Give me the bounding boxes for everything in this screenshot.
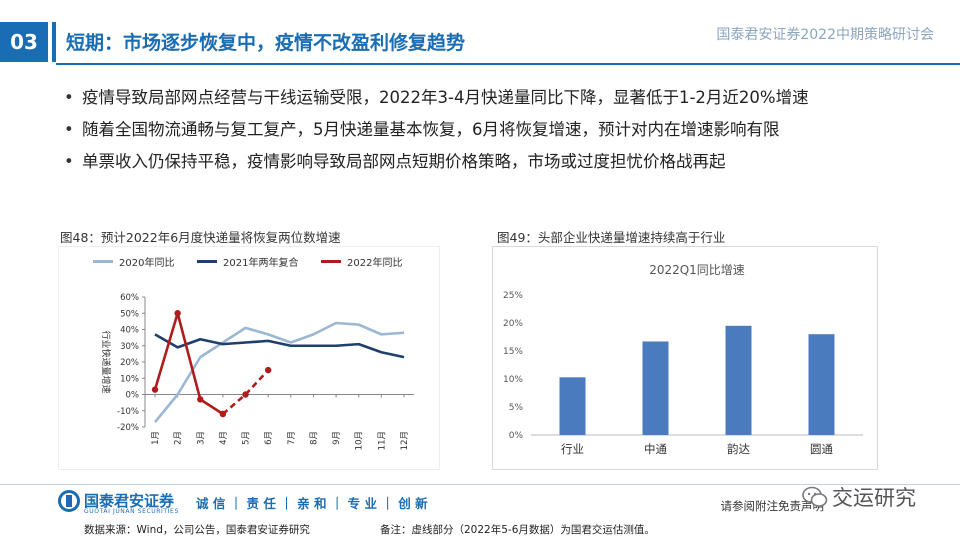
y-tick-label: 15% — [503, 347, 523, 357]
y-tick-label: 20% — [503, 319, 523, 329]
company-logo-icon — [58, 490, 80, 512]
series-line-1 — [154, 333, 405, 359]
footer-divider — [0, 484, 960, 485]
bullet-item: 疫情导致局部网点经营与干线运输受限，2022年3-4月快递量同比下降，显著低于1… — [60, 82, 930, 114]
series-point-3 — [264, 366, 272, 374]
x-tick-label: 中通 — [644, 442, 667, 456]
x-tick-label: 6月 — [264, 431, 274, 445]
data-source: 数据来源：Wind，公司公告，国泰君安证券研究 — [84, 524, 310, 536]
y-tick-label: -10% — [117, 407, 139, 417]
x-tick-label: 8月 — [309, 431, 319, 445]
bullet-list: 疫情导致局部网点经营与干线运输受限，2022年3-4月快递量同比下降，显著低于1… — [60, 82, 930, 178]
series-line-3 — [222, 369, 270, 415]
bar-chart-title: 2022Q1同比增速 — [649, 263, 745, 277]
x-tick-label: 行业 — [561, 442, 584, 456]
x-tick-label: 5月 — [242, 431, 252, 445]
section-number: 03 — [0, 22, 48, 62]
x-tick-label: 7月 — [287, 431, 297, 445]
x-tick-label: 4月 — [219, 431, 229, 445]
legend-label-2022: 2022年同比 — [347, 258, 403, 269]
y-tick-label: 25% — [503, 291, 523, 301]
right-figure-caption: 图49：头部企业快递量增速持续高于行业 — [497, 230, 726, 245]
y-tick-label: 0% — [126, 391, 140, 401]
y-tick-label: 50% — [120, 309, 139, 319]
bullet-item: 随着全国物流通畅与复工复产，5月快递量基本恢复，6月将恢复增速，预计对内在增速影… — [60, 114, 930, 146]
legend-swatch-2022 — [321, 260, 341, 263]
y-tick-label: 10% — [120, 374, 139, 384]
x-tick-label: 1月 — [151, 431, 161, 445]
bar-chart-panel: 2022Q1同比增速 25% 20% 15% 10% 5% 0% 行业 中通 韵达 圆通 — [492, 246, 878, 470]
left-figure-caption: 图48：预计2022年6月度快递量将恢复两位数增速 — [60, 230, 341, 245]
x-tick-label: 韵达 — [727, 442, 750, 456]
bar — [725, 325, 752, 435]
bar — [808, 334, 835, 435]
line-chart: 60% 50% 40% 30% 20% 10% 0% -10% -20% 1月 2月 3月 4月 5月 6月… — [100, 293, 414, 450]
series-point-3 — [219, 410, 227, 418]
section-accent-bar — [52, 22, 56, 62]
series-point-3 — [242, 391, 249, 398]
bar-chart: 2022Q1同比增速 25% 20% 15% 10% 5% 0% 行业 中通 韵达 圆通 — [503, 263, 863, 456]
x-tick-label: 2月 — [174, 431, 184, 445]
x-tick-label: 3月 — [196, 431, 206, 445]
bar — [642, 341, 669, 435]
watermark-text: 交运研究 — [832, 486, 916, 510]
slide-title: 短期：市场逐步恢复中，疫情不改盈利修复趋势 — [66, 32, 466, 54]
legend-label-2021: 2021年两年复合 — [223, 258, 299, 269]
x-tick-label: 10月 — [355, 431, 365, 450]
x-tick-label: 11月 — [377, 431, 387, 450]
series-point-2 — [174, 310, 181, 317]
y-tick-label: 10% — [503, 375, 523, 385]
header-divider — [56, 63, 960, 65]
series-line-0 — [153, 321, 405, 423]
disclaimer-text: 请参阅附注免责声明 — [720, 499, 825, 513]
company-slogan: 诚 信 ｜ 责 任 ｜ 亲 和 ｜ 专 业 ｜ 创 新 — [196, 496, 428, 511]
series-point-2 — [151, 386, 159, 393]
y-tick-label: 5% — [509, 403, 524, 413]
legend-swatch-2021 — [197, 260, 217, 263]
x-tick-label: 12月 — [400, 431, 410, 450]
y-tick-label: 20% — [120, 358, 139, 368]
bar — [559, 377, 586, 435]
company-brand: 国泰君安证券 — [84, 492, 175, 510]
bullet-item: 单票收入仍保持平稳，疫情影响导致局部网点短期价格策略，市场或过度担忧价格战再起 — [60, 146, 930, 178]
legend-swatch-2020 — [93, 260, 113, 263]
company-brand-en: GUOTAI JUNAN SECURITIES — [84, 508, 179, 515]
y-tick-label: 60% — [120, 293, 139, 303]
x-tick-label: 9月 — [332, 431, 342, 445]
legend-label-2020: 2020年同比 — [119, 258, 175, 269]
y-axis-label: 行业快递量增速 — [100, 330, 112, 393]
series-line-2 — [153, 311, 224, 416]
slide-header: 03 短期：市场逐步恢复中，疫情不改盈利修复趋势 国泰君安证券2022中期策略研… — [0, 0, 960, 66]
y-tick-label: 40% — [120, 326, 139, 336]
conference-name: 国泰君安证券2022中期策略研讨会 — [716, 27, 934, 43]
line-chart-panel: 2020年同比 2021年两年复合 2022年同比 60% 50% 40% 30% 20… — [58, 246, 440, 470]
x-tick-label: 圆通 — [810, 442, 833, 456]
wechat-icon — [802, 486, 828, 507]
chart-note: 备注：虚线部分（2022年5-6月数据）为国君交运估测值。 — [380, 524, 655, 536]
y-tick-label: -20% — [117, 423, 139, 433]
y-tick-label: 30% — [120, 342, 139, 352]
y-tick-label: 0% — [509, 431, 524, 441]
series-point-2 — [197, 396, 204, 403]
